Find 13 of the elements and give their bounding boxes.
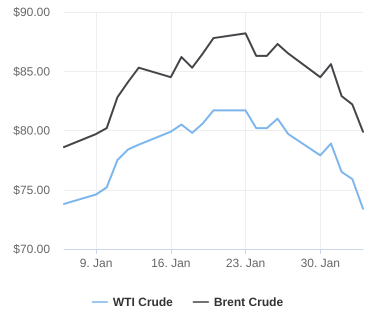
x-tick-label: 30. Jan (300, 256, 340, 270)
y-tick-label: $80.00 (13, 124, 50, 138)
y-tick-label: $70.00 (13, 242, 50, 256)
legend-label: WTI Crude (112, 295, 174, 309)
x-tick-label: 23. Jan (226, 256, 266, 270)
y-tick-label: $85.00 (13, 64, 50, 78)
x-tick-label: 9. Jan (80, 256, 112, 270)
legend-label: Brent Crude (214, 295, 284, 309)
line-series (63, 32, 364, 148)
x-tick-label: 16. Jan (151, 256, 190, 270)
y-tick-label: $75.00 (13, 182, 50, 197)
line-series (63, 109, 364, 210)
y-tick-label: $90.00 (13, 5, 50, 19)
